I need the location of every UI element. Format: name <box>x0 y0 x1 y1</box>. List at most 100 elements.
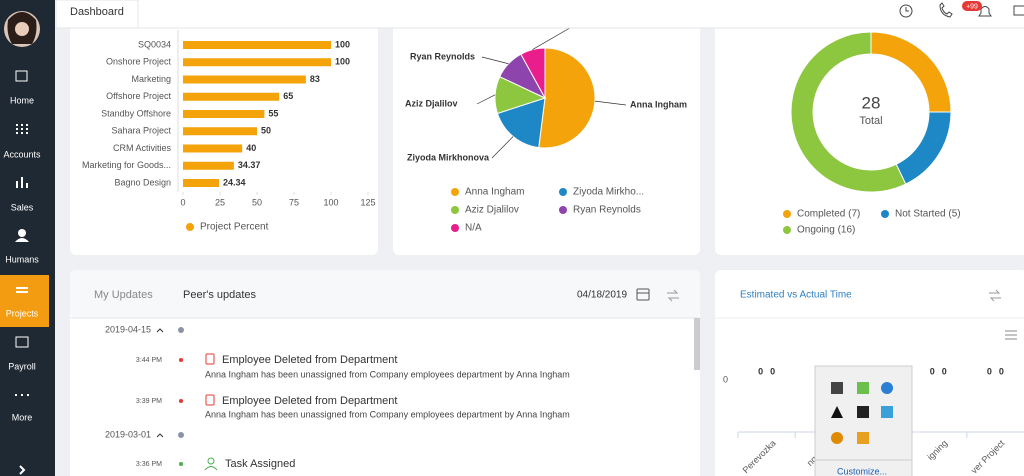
legend-marker <box>881 210 889 218</box>
bar <box>183 41 331 49</box>
refresh-icon[interactable] <box>667 289 679 302</box>
nav-label[interactable]: Payroll <box>8 361 36 371</box>
sales-icon[interactable] <box>16 177 28 188</box>
bar <box>183 127 257 136</box>
timeline-dot <box>178 327 184 333</box>
data-label: 34.37 <box>238 160 261 170</box>
tray-icon[interactable] <box>881 382 893 394</box>
refresh-icon[interactable] <box>989 289 1001 302</box>
update-title: Employee Deleted from Department <box>222 395 397 407</box>
expand-icon[interactable] <box>19 465 26 475</box>
category-label: Standby Offshore <box>101 108 171 118</box>
projects-icon[interactable] <box>16 287 28 293</box>
category-label: Marketing for Goods... <box>82 160 171 170</box>
legend-marker <box>451 188 459 196</box>
calendar-icon[interactable] <box>636 288 650 301</box>
phone-icon[interactable] <box>939 2 953 18</box>
accounts-icon[interactable] <box>16 124 28 134</box>
timeline-dot <box>178 432 184 438</box>
x-tick-label: 25 <box>215 197 225 207</box>
chart-title: Estimated vs Actual Time <box>740 290 852 301</box>
update-title: Task Assigned <box>225 458 295 470</box>
slice-label: Ryan Reynolds <box>410 51 475 61</box>
home-icon[interactable] <box>15 70 28 82</box>
category-label: Sahara Project <box>111 126 171 136</box>
humans-icon-body <box>15 238 29 242</box>
nav-label[interactable]: Humans <box>5 254 39 264</box>
nav-active[interactable] <box>0 275 49 327</box>
menu-icon[interactable] <box>1005 330 1017 340</box>
tray-icon[interactable] <box>831 382 843 394</box>
data-label: 100 <box>335 39 350 49</box>
bar <box>183 92 280 101</box>
x-tick-label: 100 <box>323 197 338 207</box>
slice <box>790 31 907 193</box>
nav-label[interactable]: Accounts <box>3 149 41 159</box>
y-tick-label: 0 <box>723 374 728 384</box>
scrollbar[interactable] <box>694 318 700 370</box>
total-label: Total <box>859 115 882 127</box>
total-value: 28 <box>862 93 881 112</box>
legend-label: Ongoing (16) <box>797 225 855 236</box>
data-label: 0 <box>758 366 763 376</box>
tab[interactable]: My Updates <box>94 289 153 301</box>
category-label: CRM Activities <box>113 143 172 153</box>
nav-label[interactable]: More <box>12 412 33 422</box>
customize-link[interactable]: Customize... <box>837 466 887 476</box>
update-title: Employee Deleted from Department <box>222 354 397 366</box>
bar <box>183 144 243 153</box>
clock-icon[interactable] <box>899 4 913 18</box>
tray-icon[interactable] <box>857 406 869 418</box>
updates-card <box>70 270 700 476</box>
category-label: Bagno Design <box>114 177 171 187</box>
slice-label: Ziyoda Mirkhonova <box>407 152 490 162</box>
slice <box>538 47 596 149</box>
time: 3:44 PM <box>136 357 162 364</box>
tray-icon[interactable] <box>831 406 843 418</box>
slice <box>520 47 546 99</box>
update-text: Anna Ingham has been unassigned from Com… <box>205 409 570 419</box>
bar <box>183 58 331 67</box>
category-label: SQ0034 <box>138 39 171 49</box>
tab-label[interactable]: Dashboard <box>70 6 124 18</box>
legend-marker <box>783 226 791 234</box>
legend-marker <box>186 223 194 231</box>
legend-label: Ziyoda Mirkho... <box>573 187 644 198</box>
bar <box>183 75 306 84</box>
tab-active[interactable] <box>55 0 139 29</box>
x-tick-label: 0 <box>180 197 185 207</box>
timeline-date: 2019-03-01 <box>105 429 151 439</box>
user-icon <box>204 457 218 471</box>
legend-marker <box>783 210 791 218</box>
leader-line <box>481 56 509 65</box>
data-label: 0 <box>942 366 947 376</box>
topbar <box>0 0 1024 28</box>
leader-line <box>594 100 627 106</box>
nav-label[interactable]: Sales <box>11 202 34 212</box>
legend-label: Not Started (5) <box>895 209 961 220</box>
data-label: 0 <box>999 366 1004 376</box>
nav-label[interactable]: Home <box>10 95 34 105</box>
data-label: 50 <box>261 126 271 136</box>
tab[interactable]: Peer's updates <box>183 289 257 301</box>
tray-icon[interactable] <box>831 432 843 444</box>
mail-icon[interactable] <box>1013 5 1024 16</box>
tray-icon[interactable] <box>857 432 869 444</box>
nav-label[interactable]: Projects <box>6 308 39 318</box>
humans-icon[interactable] <box>18 229 26 237</box>
time: 3:36 PM <box>136 461 162 468</box>
timeline-dot <box>179 462 183 466</box>
collapse-icon[interactable] <box>156 328 164 333</box>
card <box>715 14 1024 255</box>
tray-icon[interactable] <box>881 406 893 418</box>
trash-icon <box>205 394 215 406</box>
date-input[interactable]: 04/18/2019 <box>577 290 627 301</box>
data-label: 24.34 <box>223 177 246 187</box>
tray-popup: Customize... <box>814 365 913 476</box>
tray-icon[interactable] <box>857 382 869 394</box>
data-label: 0 <box>930 366 935 376</box>
category-label: Offshore Project <box>106 91 171 101</box>
collapse-icon[interactable] <box>156 433 164 438</box>
payroll-icon[interactable] <box>15 336 29 348</box>
